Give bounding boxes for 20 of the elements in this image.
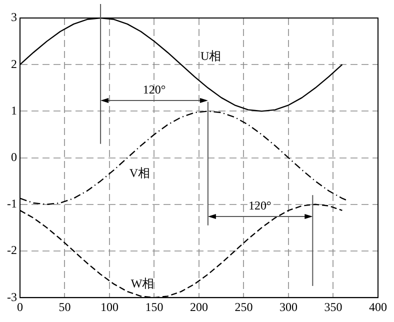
x-tick-label: 100 bbox=[100, 300, 118, 314]
y-tick-label: 0 bbox=[10, 150, 17, 164]
annotation: 120° bbox=[142, 82, 166, 97]
series-label: V相 bbox=[129, 166, 150, 180]
series-label: W相 bbox=[130, 276, 154, 290]
series-label: U相 bbox=[200, 48, 222, 63]
x-tick-label: 400 bbox=[369, 300, 387, 314]
x-tick-label: 150 bbox=[145, 300, 164, 314]
y-tick-label: -3 bbox=[6, 290, 17, 304]
y-tick-label: -1 bbox=[6, 196, 17, 211]
annotation: 120° bbox=[248, 198, 272, 213]
x-tick-label: 250 bbox=[234, 300, 253, 314]
y-tick-label: 2 bbox=[10, 56, 17, 71]
x-tick-label: 300 bbox=[280, 300, 298, 314]
y-tick-label: -2 bbox=[6, 243, 17, 258]
x-tick-label: 50 bbox=[58, 300, 71, 314]
x-tick-label: 350 bbox=[324, 300, 342, 314]
x-tick-label: 200 bbox=[190, 300, 208, 314]
y-tick-label: 1 bbox=[10, 103, 17, 118]
y-tick-label: 3 bbox=[10, 10, 17, 24]
